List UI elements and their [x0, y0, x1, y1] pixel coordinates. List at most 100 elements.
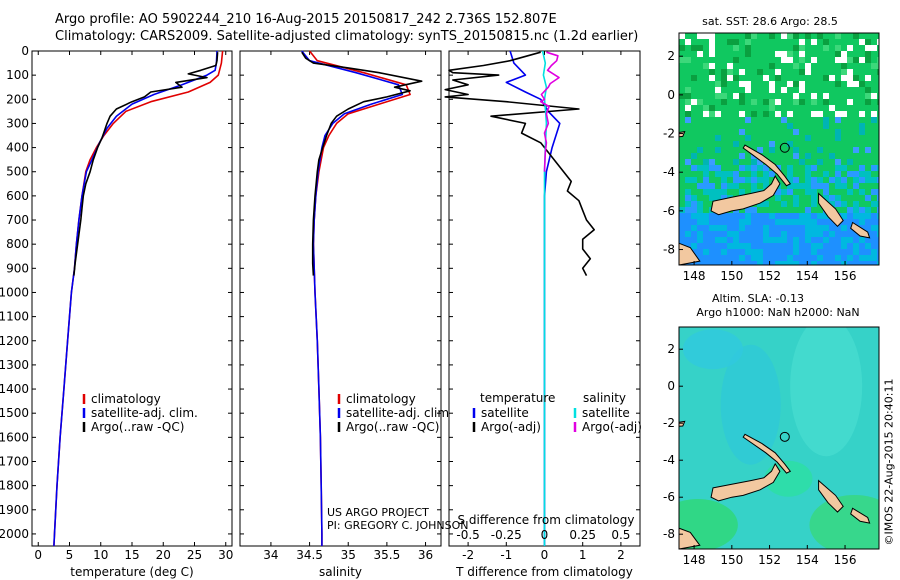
legend-label: satellite-adj. clim.: [346, 406, 453, 420]
sst-pixel: [799, 183, 805, 189]
sst-pixel: [733, 213, 739, 219]
sst-pixel: [799, 45, 805, 51]
legend-label: satellite: [582, 406, 630, 420]
x-tick-label: 0: [541, 548, 549, 562]
y-tick-label: 0: [21, 44, 29, 58]
sst-pixel: [793, 147, 799, 153]
sst-pixel: [769, 249, 775, 255]
sst-pixel: [787, 249, 793, 255]
sst-pixel: [727, 249, 733, 255]
sst-pixel: [799, 225, 805, 231]
sst-pixel: [781, 225, 787, 231]
sst-pixel: [877, 39, 879, 45]
sst-pixel: [709, 243, 715, 249]
sst-pixel: [745, 243, 751, 249]
argo-location-marker: [779, 431, 790, 442]
map-field: [679, 327, 879, 549]
sst-pixel: [709, 159, 715, 165]
sst-pixel: [847, 219, 853, 225]
land-polygon: [850, 507, 871, 524]
sst-pixel: [691, 237, 697, 243]
map-y-tick-label: -6: [663, 204, 675, 218]
sst-pixel: [793, 93, 799, 99]
sst-pixel: [751, 207, 757, 213]
sst-pixel: [847, 249, 853, 255]
sst-pixel: [877, 177, 879, 183]
sst-pixel: [709, 33, 715, 39]
sst-pixel: [823, 117, 829, 123]
sst-pixel: [835, 249, 841, 255]
sst-pixel: [769, 261, 775, 265]
sst-pixel: [739, 177, 745, 183]
sst-pixel: [811, 111, 817, 117]
sst-pixel: [721, 81, 727, 87]
land-polygon: [710, 462, 781, 502]
sst-pixel: [835, 159, 841, 165]
sst-pixel: [805, 171, 811, 177]
sst-pixel: [853, 57, 859, 63]
sst-pixel: [703, 63, 709, 69]
sst-pixel: [685, 93, 691, 99]
sst-pixel: [853, 147, 859, 153]
sst-pixel: [721, 225, 727, 231]
map-title-sla: Altim. SLA: -0.13: [712, 292, 804, 305]
sst-pixel: [865, 51, 871, 57]
map-x-tick-label: 148: [683, 553, 706, 567]
sst-pixel: [775, 99, 781, 105]
sst-pixel: [715, 225, 721, 231]
sst-pixel: [805, 219, 811, 225]
sst-pixel: [835, 45, 841, 51]
y-tick-label: 300: [6, 116, 29, 130]
sst-pixel: [679, 237, 685, 243]
sst-pixel: [727, 63, 733, 69]
sst-pixel: [745, 261, 751, 265]
sst-pixel: [775, 75, 781, 81]
legend-label: Argo(-adj): [481, 420, 541, 434]
sst-pixel: [805, 183, 811, 189]
sst-pixel: [781, 189, 787, 195]
sst-pixel: [721, 255, 727, 261]
legend-label: climatology: [91, 392, 161, 406]
sst-pixel: [685, 105, 691, 111]
sst-pixel: [703, 165, 709, 171]
sst-pixel: [871, 237, 877, 243]
map-title-heights: Argo h1000: NaN h2000: NaN: [696, 306, 859, 319]
y-tick-label: 800: [6, 237, 29, 251]
sst-pixel: [799, 81, 805, 87]
land-polygon: [679, 420, 686, 427]
legend-label: satellite-adj. clim.: [91, 406, 198, 420]
sst-pixel: [853, 249, 859, 255]
sst-pixel: [799, 69, 805, 75]
sst-pixel: [685, 207, 691, 213]
sst-pixel: [703, 249, 709, 255]
sst-pixel: [871, 117, 877, 123]
sla-blob: [720, 344, 781, 465]
sst-pixel: [763, 237, 769, 243]
sst-pixel: [757, 261, 763, 265]
sst-pixel: [817, 147, 823, 153]
sst-pixel: [787, 189, 793, 195]
sst-pixel: [739, 261, 745, 265]
sst-pixel: [859, 165, 865, 171]
sst-pixel: [709, 111, 715, 117]
sst-pixel: [763, 231, 769, 237]
top-tick-label: 0.25: [569, 528, 596, 542]
sst-pixel: [811, 195, 817, 201]
sst-pixel: [805, 177, 811, 183]
map-x-tick-label: 150: [720, 269, 743, 283]
sst-pixel: [865, 255, 871, 261]
sst-pixel: [697, 51, 703, 57]
sst-pixel: [703, 255, 709, 261]
sst-pixel: [769, 33, 775, 39]
sst-pixel: [877, 207, 879, 213]
sst-pixel: [745, 39, 751, 45]
sst-pixel: [793, 153, 799, 159]
sst-pixel: [739, 231, 745, 237]
map-y-tick-label: 0: [667, 88, 675, 102]
sst-pixel: [847, 81, 853, 87]
sst-pixel: [727, 243, 733, 249]
sst-pixel: [781, 87, 787, 93]
sst-pixel: [739, 111, 745, 117]
sst-pixel: [865, 177, 871, 183]
sst-pixel: [787, 177, 793, 183]
